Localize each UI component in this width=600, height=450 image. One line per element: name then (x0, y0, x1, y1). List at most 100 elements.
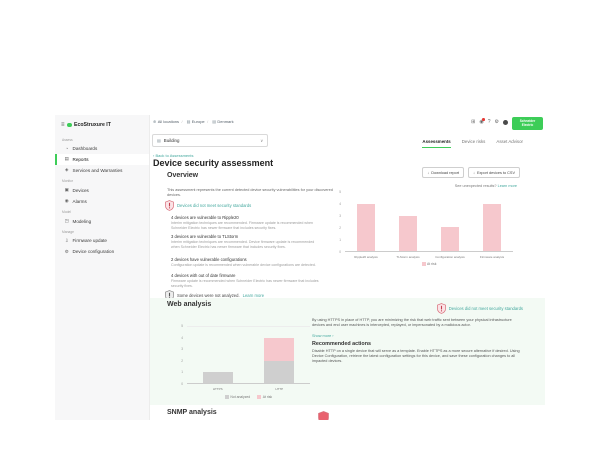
legend-swatch (421, 262, 426, 266)
bar-segment (264, 360, 295, 383)
overview-description: This assessment represents the current d… (167, 188, 333, 197)
y-tick-label: 3 (181, 347, 183, 352)
sidebar-item-modeling[interactable]: ◳ Modeling (55, 215, 149, 226)
download-icon: ↓ (473, 170, 475, 175)
tab-asset-advisor[interactable]: Asset Advisor (496, 139, 523, 144)
sidebar-section-manage: Manage (62, 229, 74, 234)
vendor-name-line1: Schneider (519, 118, 536, 123)
sidebar-item-services-and-warranties[interactable]: ◈ Services and Warranties (55, 165, 149, 176)
breadcrumb-label: Europe (191, 119, 205, 124)
hamburger-menu-icon[interactable]: ≡ (61, 122, 65, 128)
schneider-electric-logo: Schneider Electric (512, 117, 543, 130)
notification-badge (482, 118, 485, 121)
show-more-link[interactable]: Show more › (312, 334, 334, 338)
breadcrumb-europe[interactable]: ▤ Europe (182, 119, 205, 124)
y-tick-label: 2 (181, 358, 183, 363)
x-tick-label: HTTP (275, 387, 284, 391)
overview-heading: Overview (167, 172, 199, 179)
sidebar-section-monitor: Monitor (62, 179, 73, 184)
sidebar-item-firmware-update[interactable]: ⇩ Firmware update (55, 235, 149, 246)
tab-assessments[interactable]: Assessments (422, 139, 451, 148)
finding-configurations: 2 devices have vulnerable configurations… (171, 257, 321, 268)
x-axis-labels: HTTPS HTTP (187, 387, 310, 391)
bar-tlstorm-analysis (399, 192, 417, 251)
web-analysis-description: By using HTTPS in place of HTTP, you are… (312, 318, 512, 327)
sidebar-item-alarms[interactable]: ◉ Alarms (55, 196, 149, 207)
overview-status-link[interactable]: Devices did not meet security standards (177, 203, 252, 208)
grid-icon[interactable]: ⊞ (471, 119, 476, 125)
finding-description: Interim mitigation techniques are recomm… (171, 240, 315, 249)
sidebar-section-assess: Assess (62, 138, 73, 142)
not-analyzed-learn-more-link[interactable]: Learn more (242, 293, 265, 298)
sidebar-item-device-configuration[interactable]: ⚙ Device configuration (55, 246, 149, 257)
sidebar-item-label: Devices (72, 187, 89, 193)
breadcrumb-all-locations[interactable]: ⊕ All locations (153, 119, 179, 124)
y-tick-label: 4 (181, 335, 183, 340)
location-filter-select[interactable]: ▤ Building ∨ (152, 134, 268, 147)
risk-shield-icon (165, 200, 174, 211)
finding-title: 3 devices are vulnerable to TLStorm (171, 234, 239, 239)
download-report-button[interactable]: ↓ Download report (422, 167, 465, 178)
bar-firmware-analysis (483, 192, 501, 251)
snmp-risk-shield-icon (318, 411, 329, 420)
y-tick-label: 1 (181, 370, 183, 375)
bar-http (264, 327, 295, 383)
sidebar-item-dashboards[interactable]: ◔ Dashboards (55, 144, 149, 154)
y-tick-label: 2 (339, 226, 341, 230)
topbar-icons: ⊞ ◉ ? ⚙ (471, 118, 508, 125)
finding-description: Configuration update is recommended when… (171, 263, 316, 268)
breadcrumb-label: All locations (157, 119, 180, 124)
bar-segment (264, 338, 295, 361)
app-logo: ≡ EcoStruxure IT (55, 115, 149, 135)
breadcrumb: ⊕ All locations ▤ Europe ▤ Denmark (153, 119, 234, 124)
y-axis: 0 1 2 3 4 5 (175, 324, 185, 386)
bar-segment (357, 203, 375, 251)
main-content: ⊕ All locations ▤ Europe ▤ Denmark ⊞ ◉ ?… (150, 115, 545, 420)
location-icon: ▤ (212, 120, 216, 124)
sidebar: ≡ EcoStruxure IT Assess ◔ Dashboards ▤ R… (55, 115, 150, 420)
sidebar-item-reports[interactable]: ▤ Reports (55, 153, 149, 165)
sidebar-item-label: Firmware update (72, 238, 107, 244)
y-tick-label: 3 (339, 214, 341, 218)
app-name: EcoStruxure IT (74, 122, 111, 128)
recommended-actions-text: Disable HTTP on a single device that wil… (312, 349, 520, 363)
sidebar-item-label: Services and Warranties (72, 167, 123, 173)
sidebar-item-label: Dashboards (72, 146, 98, 152)
sidebar-item-label: Reports (72, 156, 89, 162)
recommended-actions-heading: Recommended actions (312, 341, 372, 347)
chart-legend: Not analyzed At risk (187, 395, 310, 399)
x-axis-labels: Ripple20 analysis TLStorm analysis Configu… (345, 255, 513, 259)
bar-https (202, 327, 233, 383)
web-analysis-chart: 0 1 2 3 4 5 HTTPS HTTP Not analyzed At risk (175, 321, 310, 405)
web-status-link[interactable]: Devices did not meet security standards (448, 306, 523, 311)
settings-icon[interactable]: ⚙ (494, 119, 499, 125)
location-filter-value: Building (163, 138, 180, 143)
help-icon[interactable]: ? (487, 119, 491, 125)
unexpected-results-note: See unexpected results? Learn more (455, 184, 517, 188)
sidebar-item-label: Alarms (72, 198, 87, 204)
back-to-assessments-link[interactable]: ‹ Back to Assessments (153, 153, 193, 158)
bar-configuration-analysis (441, 192, 459, 251)
chart-plot (187, 326, 310, 384)
globe-icon: ⊕ (153, 120, 157, 124)
overview-risk-chart: 0 1 2 3 4 5 Ripple20 analysis TLStorm analysis… (333, 187, 513, 269)
sidebar-item-label: Modeling (72, 218, 92, 224)
export-devices-csv-button[interactable]: ↓ Export devices to CSV (468, 167, 520, 178)
finding-firmware: 4 devices with out of date firmware Firm… (171, 273, 321, 288)
not-analyzed-text: Some devices were not analyzed. (177, 293, 240, 298)
x-tick-label: TLStorm analysis (396, 255, 420, 259)
bar-segment (483, 203, 501, 251)
unexpected-results-learn-more-link[interactable]: Learn more (497, 184, 517, 188)
location-icon: ▤ (186, 120, 191, 124)
sidebar-item-devices[interactable]: ▣ Devices (55, 185, 149, 196)
x-tick-label: Configuration analysis (435, 255, 465, 259)
finding-title: 4 devices are vulnerable to Ripple20 (171, 215, 239, 220)
notifications-icon[interactable]: ◉ (479, 118, 485, 125)
vendor-name-line2: Electric (521, 122, 534, 127)
breadcrumb-denmark[interactable]: ▤ Denmark (207, 119, 233, 124)
tab-device-risks[interactable]: Device risks (461, 139, 486, 144)
alarms-icon: ◉ (64, 198, 69, 204)
web-analysis-heading: Web analysis (167, 301, 212, 308)
account-avatar[interactable] (503, 119, 508, 125)
page-title: Device security assessment (153, 158, 274, 168)
